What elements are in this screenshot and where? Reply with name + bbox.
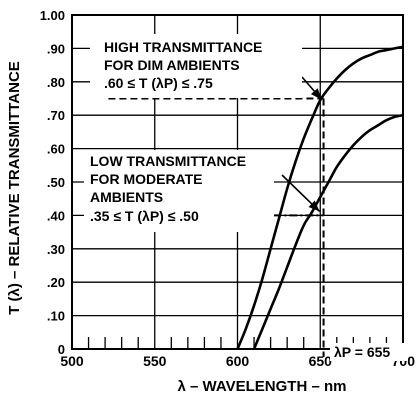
arrow-high-head xyxy=(310,88,322,100)
y-axis-title: T (λ) – RELATIVE TRANSMITTANCE xyxy=(6,61,23,315)
x-tick-label: 650 xyxy=(309,353,333,369)
curve-low-transmittance xyxy=(252,113,404,350)
x-axis-title: λ – WAVELENGTH – nm xyxy=(178,378,347,395)
arrow-low-head xyxy=(308,200,320,212)
curve-high-transmittance xyxy=(236,45,404,350)
y-tick-label: .30 xyxy=(47,242,65,257)
annotation-low-line-4: .35 ≤ T (λP) ≤ .50 xyxy=(90,208,199,224)
y-tick-label: .10 xyxy=(47,309,65,324)
y-tick-label: .60 xyxy=(47,142,65,157)
y-tick-label: .70 xyxy=(47,108,65,123)
annotation-arrows xyxy=(281,76,323,212)
annotation-high-line-1: HIGH TRANSMITTANCE xyxy=(104,39,262,55)
y-tick-label: .50 xyxy=(47,175,65,190)
annotation-high: HIGH TRANSMITTANCE FOR DIM AMBIENTS .60 … xyxy=(90,34,302,98)
y-tick-label: .20 xyxy=(47,275,65,290)
y-tick-label: .80 xyxy=(47,75,65,90)
annotation-low-line-1: LOW TRANSMITTANCE xyxy=(90,153,246,169)
annotation-low-line-2: FOR MODERATE xyxy=(90,171,203,187)
annotation-high-line-2: FOR DIM AMBIENTS xyxy=(104,57,240,73)
x-tick-label: 600 xyxy=(226,353,250,369)
y-tick-label: 1.00 xyxy=(40,8,65,23)
y-tick-label: .90 xyxy=(47,41,65,56)
curves xyxy=(236,45,404,350)
plot-frame xyxy=(71,14,404,350)
y-tick-label: .40 xyxy=(47,208,65,223)
y-tick-label: 0 xyxy=(58,342,65,357)
y-tick-labels: 0 .10 .20 .30 .40 .50 .60 .70 .80 .90 1.00 xyxy=(40,8,65,357)
annotation-low: LOW TRANSMITTANCE FOR MODERATE AMBIENTS … xyxy=(84,150,274,232)
lambda-p-text: λP = 655 xyxy=(334,344,390,360)
annotation-high-line-3: .60 ≤ T (λP) ≤ .75 xyxy=(104,75,213,91)
x-tick-label: 500 xyxy=(60,353,84,369)
x-tick-label: 550 xyxy=(143,353,167,369)
lambda-p-label: λP = 655 xyxy=(330,343,408,361)
annotation-low-line-3: AMBIENTS xyxy=(90,189,163,205)
